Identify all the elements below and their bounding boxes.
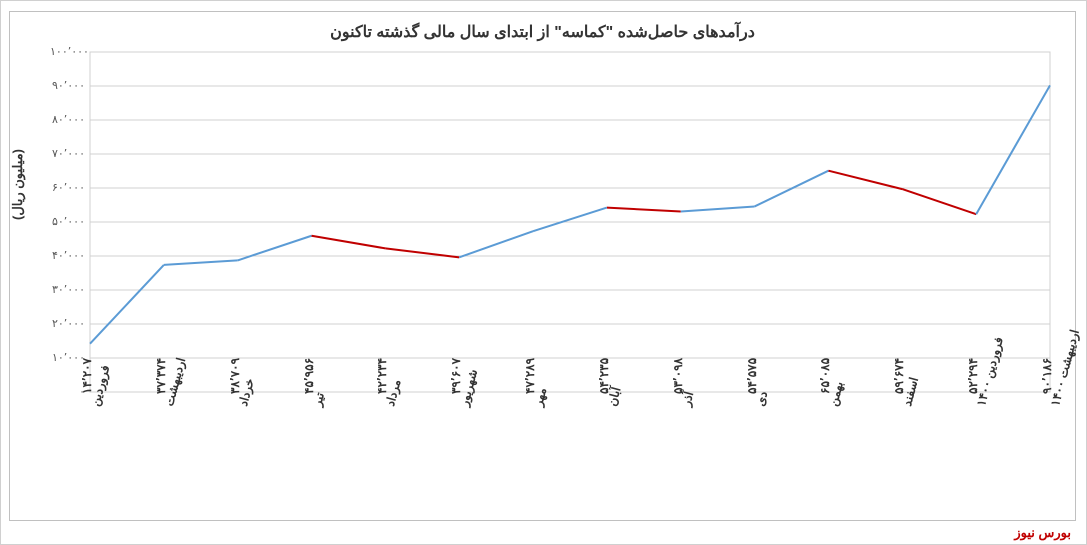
value-label: ۵۳٬۰۹۸ [671, 358, 685, 394]
footer-label: بورس نیوز [1014, 525, 1071, 541]
value-label: ۵۹٬۶۷۴ [892, 358, 906, 394]
y-tick-label: ۸۰٬۰۰۰ [50, 113, 85, 126]
y-tick-label: ۴۰٬۰۰۰ [50, 249, 85, 262]
value-label: ۴۵٬۹۵۶ [302, 358, 316, 394]
value-label: ۵۴٬۵۷۵ [745, 358, 759, 394]
value-label: ۴۷٬۲۸۹ [523, 358, 537, 394]
value-label: ۳۸٬۷۰۹ [228, 358, 242, 394]
y-tick-label: ۹۰٬۰۰۰ [50, 79, 85, 92]
value-label: ۴۲٬۲۳۴ [375, 358, 389, 394]
value-label: ۵۲٬۲۹۴ [966, 358, 980, 394]
chart-svg [10, 12, 1077, 522]
value-label: ۳۷٬۳۷۴ [154, 358, 168, 394]
y-tick-label: ۵۰٬۰۰۰ [50, 215, 85, 228]
y-tick-label: ۷۰٬۰۰۰ [50, 147, 85, 160]
y-tick-label: ۲۰٬۰۰۰ [50, 317, 85, 330]
y-tick-label: ۳۰٬۰۰۰ [50, 283, 85, 296]
y-tick-label: ۶۰٬۰۰۰ [50, 181, 85, 194]
chart-container: درآمدهای حاصل‌شده "کماسه" از ابتدای سال … [9, 11, 1076, 521]
value-label: ۳۹٬۶۰۷ [449, 358, 463, 394]
value-label: ۵۴٬۲۳۵ [597, 358, 611, 394]
value-label: ۶۵٬۰۸۵ [818, 358, 832, 394]
value-label: ۹۰٬۱۸۶ [1040, 358, 1054, 394]
y-tick-label: ۱۰۰٬۰۰۰ [50, 45, 85, 58]
value-label: ۱۴٬۲۰۷ [80, 358, 94, 394]
